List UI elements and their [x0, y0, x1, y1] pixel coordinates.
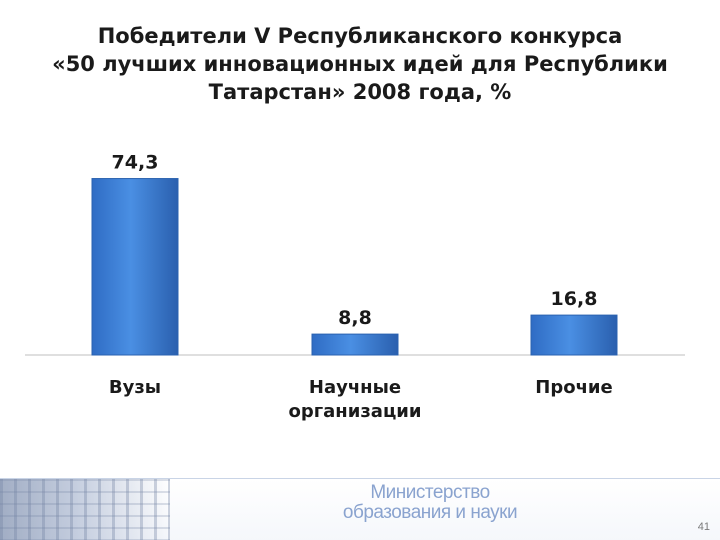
title-line-2: «50 лучших инновационных идей для Респуб… [52, 52, 668, 76]
data-label-1: 74,3 [112, 152, 159, 174]
bar-2 [311, 333, 399, 356]
title-line-1: Победители V Республиканского конкурса [97, 24, 623, 48]
building-photo [0, 479, 170, 540]
bar-3 [530, 314, 618, 356]
ministry-logo: Министерство образования и науки [300, 483, 560, 523]
page-number: 41 [697, 521, 710, 533]
ministry-logo-line-1: Министерство [370, 482, 490, 503]
title-line-3: Татарстан» 2008 года, % [208, 80, 512, 104]
category-label-2-line-2: организации [288, 401, 421, 422]
bar-chart-svg: 74,3 Вузы 8,8 Научные организации 16,8 Прочие [25, 152, 685, 422]
bar-chart: 74,3 Вузы 8,8 Научные организации 16,8 Прочие [0, 130, 720, 460]
slide-title: Победители V Республиканского конкурса «… [20, 22, 700, 106]
data-label-2: 8,8 [338, 307, 372, 329]
category-label-2-line-1: Научные [309, 377, 401, 398]
bar-1 [91, 178, 179, 356]
category-label-3-line-1: Прочие [535, 377, 613, 398]
category-label-1-line-1: Вузы [109, 377, 161, 398]
data-label-3: 16,8 [551, 288, 598, 310]
ministry-logo-line-2: образования и науки [342, 502, 518, 523]
footer-banner: Министерство образования и науки 41 [0, 478, 720, 540]
